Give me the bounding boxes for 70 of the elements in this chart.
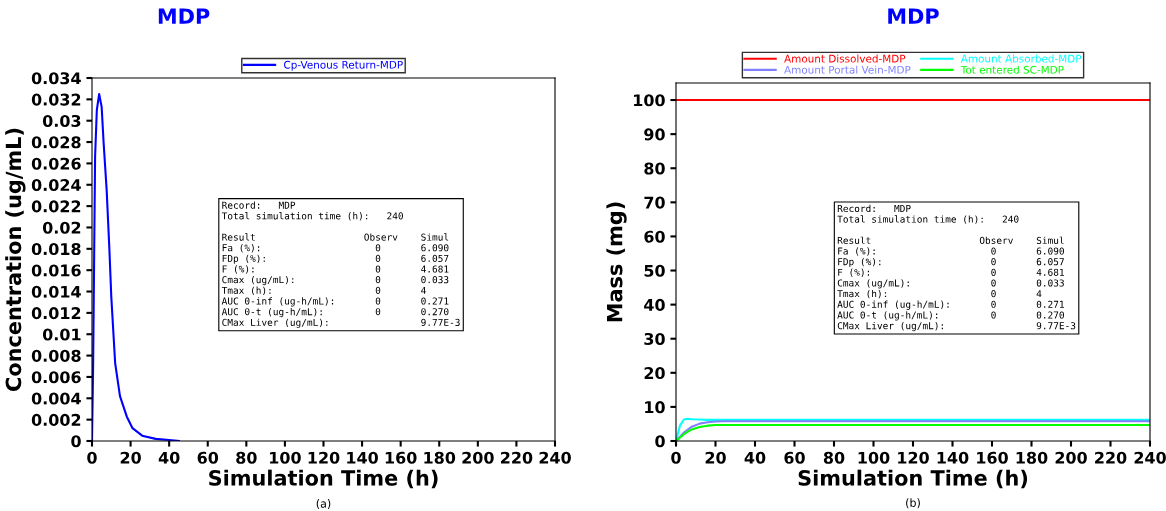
x-tick-label: 20 xyxy=(120,451,141,464)
y-tick-label: 0.012 xyxy=(31,307,81,320)
y-tick-label: 0.018 xyxy=(31,243,81,256)
x-tick-label: 60 xyxy=(784,451,805,464)
legend-label: Amount Portal Vein-MDP xyxy=(784,65,911,74)
y-tick-label: 30 xyxy=(644,332,665,346)
legend-label: Amount Dissolved-MDP xyxy=(784,54,906,63)
x-tick-label: 160 xyxy=(977,451,1008,464)
x-tick-label: 120 xyxy=(308,451,340,464)
x-tick-label: 200 xyxy=(462,451,494,464)
x-tick-label: 20 xyxy=(705,451,726,464)
x-tick-label: 220 xyxy=(1095,451,1127,464)
x-axis-title: Simulation Time (h) xyxy=(798,469,1028,489)
y-tick-label: 50 xyxy=(644,264,665,277)
legend-label: Tot entered SC-MDP xyxy=(960,65,1064,74)
y-tick-label: 40 xyxy=(644,298,665,311)
x-tick-label: 140 xyxy=(937,451,969,464)
x-tick-label: 80 xyxy=(823,451,845,464)
y-tick-label: 0.026 xyxy=(31,157,81,170)
y-tick-label: 10 xyxy=(645,401,665,414)
text: Record: MDP Total simulation time (h): 240 Result Observ Simul Fa (%): 0 6.090 FDp (%): 0 6.057 F (%): 0 4.681 Cmax (ug/mL): 0 0.033 Tmax (h): 0 4 AUC 0-inf (ug-h/mL): 0 0.271 AUC 0-t (ug-h/mL): 0 0.270 CMax Liver (ug/mL): 9.77E-3 xyxy=(837,204,1076,332)
x-tick-label: 180 xyxy=(1016,451,1048,464)
x-tick-label: 240 xyxy=(1134,451,1166,464)
x-tick-label: 100 xyxy=(858,451,890,464)
text: (b) xyxy=(906,498,920,509)
y-tick-label: 0.014 xyxy=(31,285,81,298)
text: (a) xyxy=(316,499,331,509)
y-tick-label: 20 xyxy=(644,367,665,380)
x-tick-label: 0 xyxy=(87,451,97,464)
x-tick-label: 120 xyxy=(898,451,929,464)
legend-label: Amount Absorbed-MDP xyxy=(960,54,1082,63)
y-tick-label: 60 xyxy=(644,230,665,243)
legend-label: Cp-Venous Return-MDP xyxy=(284,60,403,71)
y-tick-label: 80 xyxy=(644,162,665,175)
y-tick-label: 0.028 xyxy=(31,136,81,149)
y-tick-label: 0.008 xyxy=(31,349,81,362)
x-tick-label: 40 xyxy=(158,451,180,464)
y-tick-label: 70 xyxy=(644,196,665,209)
y-tick-label: 90 xyxy=(644,128,665,141)
x-tick-label: 220 xyxy=(501,451,533,464)
y-tick-label: 0.002 xyxy=(31,413,81,426)
y-tick-label: 0.024 xyxy=(31,178,81,192)
y-axis-title: Concentration (ug/mL) xyxy=(5,128,26,391)
y-tick-label: 0.004 xyxy=(31,392,81,405)
y-tick-label: 100 xyxy=(634,94,665,107)
y-tick-label: 0.034 xyxy=(31,72,81,85)
x-tick-label: 40 xyxy=(744,451,766,464)
y-tick-label: 0.006 xyxy=(31,371,81,384)
x-axis-title: Simulation Time (h) xyxy=(209,469,438,489)
chart-title: MDP xyxy=(888,8,939,24)
y-tick-label: 0.016 xyxy=(31,264,81,277)
x-tick-label: 140 xyxy=(347,451,378,464)
y-tick-label: 0 xyxy=(655,435,665,448)
x-tick-label: 180 xyxy=(424,451,456,464)
y-tick-label: 0.02 xyxy=(42,221,81,234)
x-tick-label: 0 xyxy=(671,451,681,464)
x-tick-label: 60 xyxy=(197,451,219,464)
x-tick-label: 80 xyxy=(236,451,257,464)
x-tick-label: 240 xyxy=(539,451,571,464)
y-axis-title: Mass (mg) xyxy=(606,202,627,322)
y-tick-label: 0.01 xyxy=(42,328,81,341)
x-tick-label: 160 xyxy=(385,451,417,464)
y-tick-label: 0.022 xyxy=(31,200,81,213)
chart-title: MDP xyxy=(158,8,210,24)
text: Record: MDP Total simulation time (h): 240 Result Observ Simul Fa (%): 0 6.090 FDp (%): 0 6.057 F (%): 0 4.681 Cmax (ug/mL): 0 0.033 Tmax (h): 0 4 AUC 0-inf (ug-h/mL): 0 0.271 AUC 0-t (ug-h/mL): 0 0.270 CMax Liver (ug/mL): 9.77E-3 xyxy=(221,201,460,328)
y-tick-label: 0 xyxy=(71,435,81,448)
x-tick-label: 100 xyxy=(270,451,301,464)
y-tick-label: 0.03 xyxy=(42,114,81,127)
x-tick-label: 200 xyxy=(1055,451,1087,464)
y-tick-label: 0.032 xyxy=(31,93,81,106)
